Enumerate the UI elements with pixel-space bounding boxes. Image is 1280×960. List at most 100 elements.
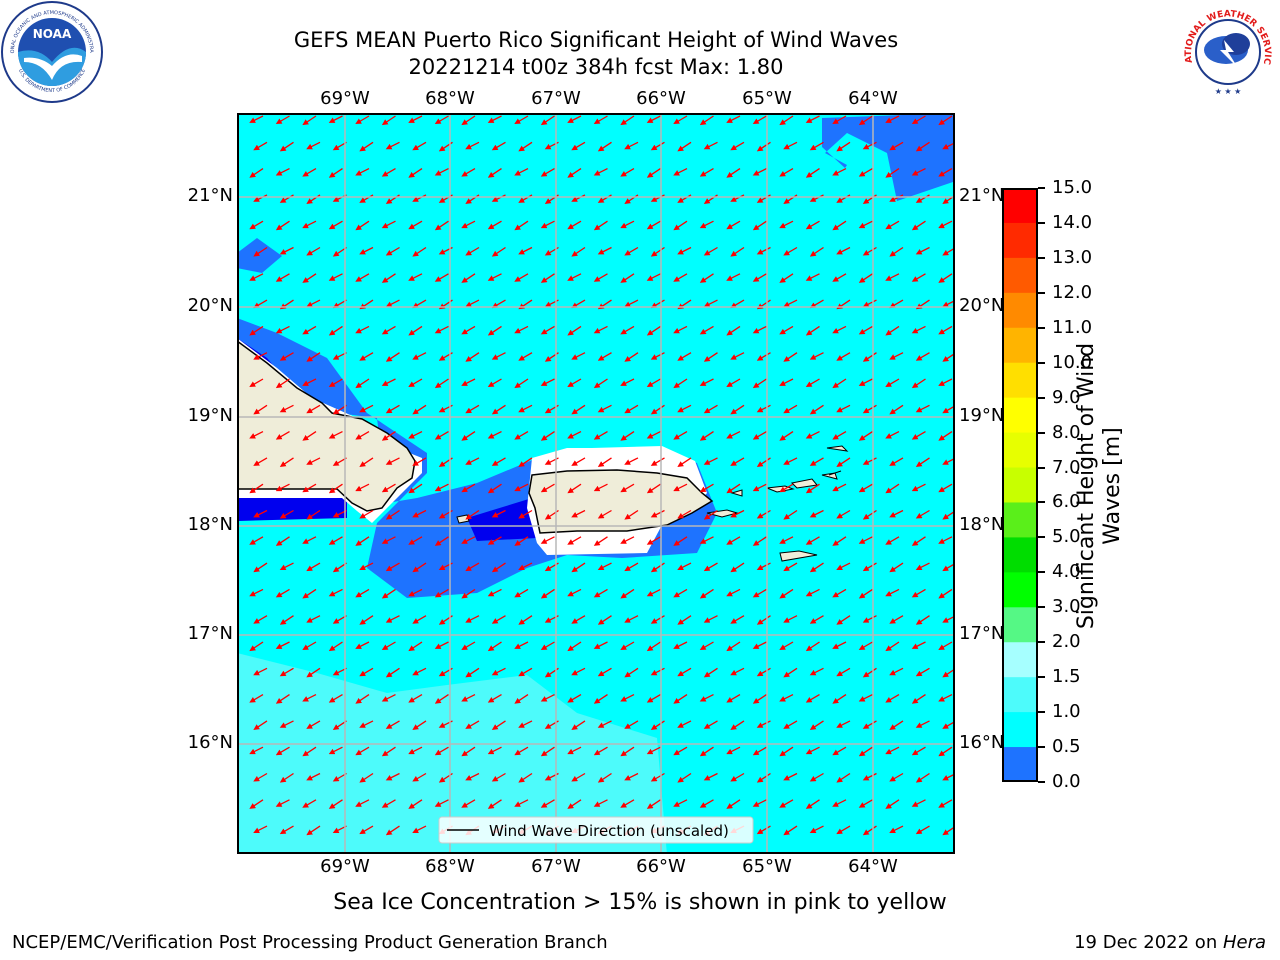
wave-arrow — [832, 483, 847, 492]
wave-arrow — [677, 772, 692, 783]
wave-arrow — [593, 115, 608, 125]
wave-arrow — [571, 352, 586, 360]
wave-arrow — [412, 404, 427, 415]
wave-arrow — [253, 772, 268, 782]
wave-arrow — [752, 588, 767, 598]
wave-arrow — [677, 509, 692, 519]
wave-arrow — [253, 352, 268, 360]
wave-arrow — [540, 483, 555, 493]
wave-arrow — [279, 509, 294, 519]
wave-arrow — [726, 746, 741, 755]
wave-arrow — [783, 299, 798, 307]
wave-arrow — [726, 483, 741, 494]
wave-arrow — [862, 509, 877, 520]
wave-arrow — [942, 721, 954, 729]
wave-arrow — [487, 641, 502, 652]
wave-arrow — [381, 431, 396, 441]
wave-arrow — [752, 273, 767, 282]
wave-arrow — [518, 194, 533, 203]
wave-arrow — [593, 588, 608, 598]
colorbar-label-line2: Waves [m] — [1100, 427, 1125, 545]
footer-date-prefix: 19 Dec 2022 on — [1074, 932, 1223, 953]
wave-arrow — [567, 325, 582, 336]
wave-arrow — [385, 667, 400, 678]
wave-arrow — [279, 352, 294, 361]
wave-arrow — [885, 746, 900, 755]
wave-arrow — [593, 694, 608, 704]
wave-arrow — [518, 457, 533, 468]
wave-arrow — [752, 168, 767, 176]
wave-arrow — [434, 694, 449, 704]
wave-arrow — [279, 720, 294, 728]
wave-arrow — [302, 641, 317, 651]
colorbar-segment — [1003, 432, 1037, 469]
wave-arrow — [889, 404, 904, 415]
wave-arrow — [805, 799, 820, 809]
wave-arrow — [593, 168, 608, 176]
wave-arrow — [832, 431, 847, 440]
wave-arrow — [942, 668, 954, 678]
wave-arrow — [730, 352, 745, 360]
wave-arrow — [302, 536, 317, 544]
wave-arrow — [779, 220, 794, 229]
wave-arrow — [597, 246, 612, 255]
wave-arrow — [783, 246, 798, 256]
wave-arrow — [752, 115, 767, 125]
wave-arrow — [779, 273, 794, 283]
wave-arrow — [540, 536, 555, 544]
wave-arrow — [461, 746, 476, 757]
wave-arrow — [646, 799, 661, 809]
wave-arrow — [385, 562, 400, 572]
culebra-island — [730, 489, 743, 497]
wave-arrow — [885, 325, 900, 336]
wave-arrow — [832, 641, 847, 649]
wave-arrow — [885, 378, 900, 388]
wave-arrow — [487, 694, 502, 703]
wave-arrow — [730, 562, 745, 573]
colorbar-segment — [1003, 502, 1037, 538]
wave-arrow — [434, 378, 449, 389]
lon-tick-label-top: 66°W — [636, 88, 686, 109]
wave-arrow — [699, 220, 714, 229]
wave-arrow — [306, 562, 321, 572]
wave-arrow — [434, 325, 449, 334]
wave-arrow — [275, 168, 290, 176]
colorbar-tick-label: 0.0 — [1052, 771, 1081, 792]
wave-arrow — [355, 273, 370, 282]
wave-arrow — [514, 378, 529, 389]
wave-arrow — [677, 194, 692, 203]
wave-arrow — [646, 273, 661, 281]
wave-arrow — [593, 799, 608, 807]
wave-arrow — [249, 483, 264, 494]
wave-arrow — [752, 220, 767, 231]
wave-arrow — [862, 141, 877, 150]
chart-subtitle: 20221214 t00z 384h fcst Max: 1.80 — [408, 55, 784, 79]
wave-arrow — [832, 536, 847, 546]
wave-arrow — [514, 168, 529, 176]
wave-arrow — [730, 509, 745, 518]
wave-arrow — [328, 168, 343, 178]
wave-arrow — [540, 168, 555, 177]
wave-arrow — [885, 588, 900, 597]
wave-arrow — [809, 615, 824, 624]
wave-arrow — [461, 483, 476, 493]
colorbar-tick-label: 3.0 — [1052, 596, 1081, 618]
wave-arrow — [461, 115, 476, 126]
colorbar-tick-label: 12.0 — [1052, 281, 1093, 303]
wave-arrow — [779, 168, 794, 177]
wave-arrow — [699, 799, 714, 808]
wave-arrow — [703, 194, 718, 205]
wave-arrow — [624, 299, 639, 307]
wave-arrow — [646, 694, 661, 703]
wave-arrow — [832, 588, 847, 598]
colorbar-tick-mark — [1038, 466, 1045, 469]
wave-arrow — [412, 194, 427, 202]
wave-arrow — [646, 483, 661, 494]
colorbar-segment — [1003, 677, 1037, 713]
wave-arrow — [911, 694, 926, 704]
wave-arrow — [275, 641, 290, 649]
wave-arrow — [809, 509, 824, 518]
wave-arrow — [677, 615, 692, 625]
wave-arrow — [597, 141, 612, 152]
wave-arrow — [275, 799, 290, 807]
